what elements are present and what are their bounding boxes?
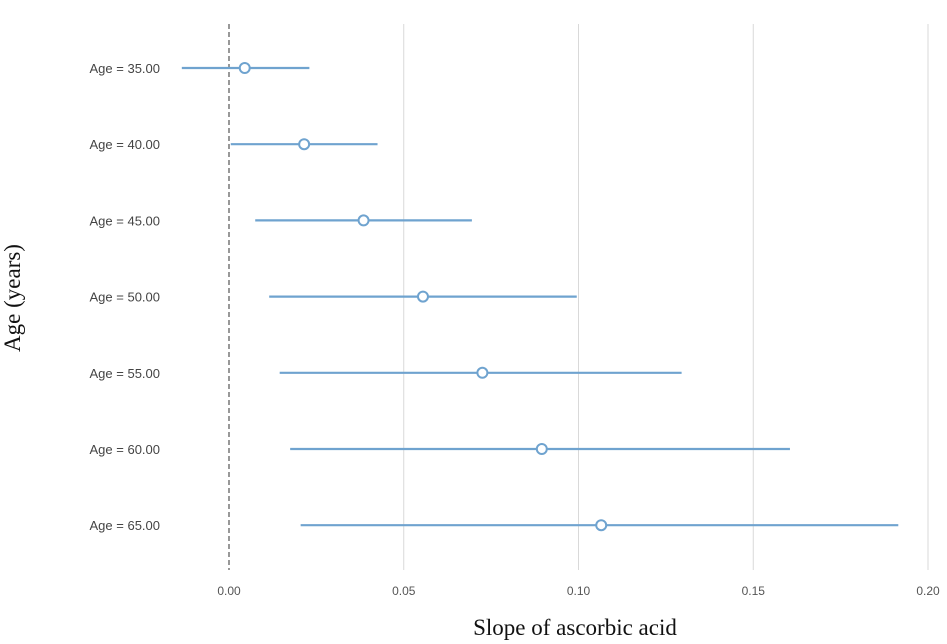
x-tick-label: 0.10 (567, 584, 591, 598)
x-tick-labels: 0.00 0.05 0.10 0.15 0.20 (217, 584, 940, 598)
category-label: Age = 60.00 (90, 442, 160, 457)
point-estimate (535, 443, 548, 455)
point-estimate (416, 290, 429, 303)
point-estimate (238, 62, 251, 74)
category-label: Age = 65.00 (90, 518, 160, 533)
category-labels: Age = 35.00 Age = 40.00 Age = 45.00 Age = 5… (90, 61, 160, 533)
x-axis-title: Slope of ascorbic acid (473, 615, 677, 640)
x-tick-label: 0.20 (916, 584, 940, 598)
x-tick-label: 0.00 (217, 584, 241, 598)
plot-marks (181, 62, 899, 532)
category-label: Age = 40.00 (90, 137, 160, 152)
point-estimate (476, 366, 489, 379)
x-tick-label: 0.15 (742, 584, 766, 598)
point-estimate (357, 214, 370, 227)
gridlines (228, 24, 929, 570)
category-label: Age = 45.00 (90, 213, 160, 228)
x-tick-label: 0.05 (392, 584, 416, 598)
point-estimate (595, 519, 608, 532)
category-label: Age = 55.00 (90, 366, 160, 381)
point-estimate (298, 138, 311, 151)
category-label: Age = 35.00 (90, 61, 160, 76)
category-label: Age = 50.00 (90, 290, 160, 305)
y-axis-title: Age (years) (0, 244, 25, 352)
